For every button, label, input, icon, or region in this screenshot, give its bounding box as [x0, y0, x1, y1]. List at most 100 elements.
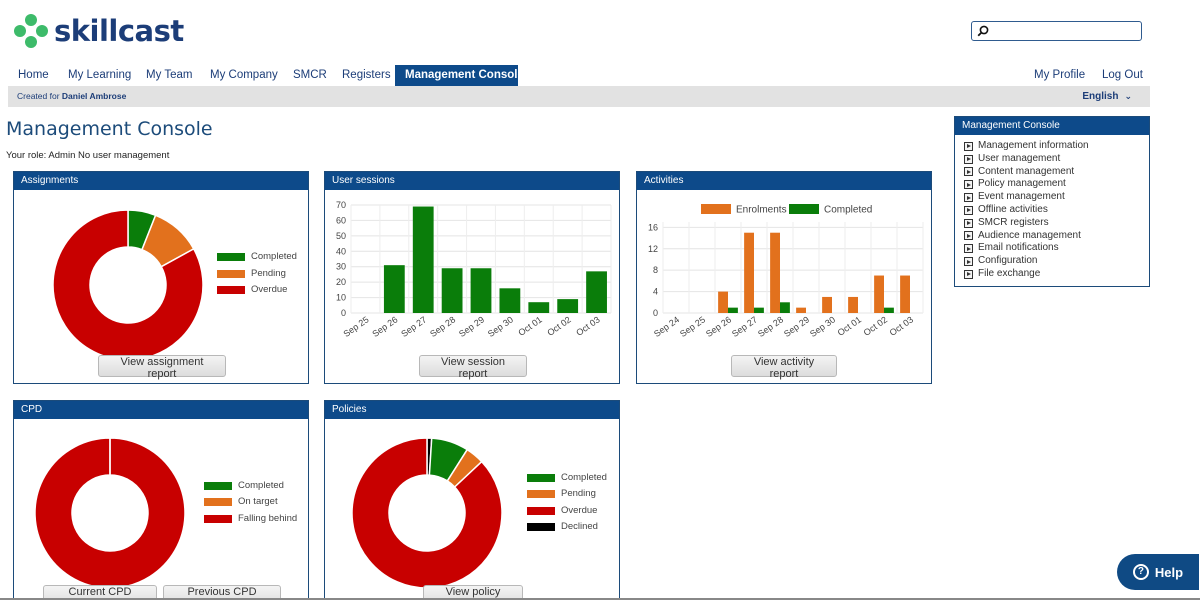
side-menu-item[interactable]: Policy management: [964, 178, 1149, 191]
legend-declined: Declined: [527, 521, 598, 532]
donut-slice-overdue: [52, 209, 204, 361]
arrow-bullet-icon: [964, 141, 973, 151]
nav-log-out[interactable]: Log Out: [1102, 69, 1143, 81]
bottom-divider: [0, 598, 1200, 600]
side-menu-item[interactable]: SMCR registers: [964, 217, 1149, 230]
previous-cpd-periods-button[interactable]: Previous CPD periods: [163, 585, 281, 600]
legend-label: Completed: [238, 480, 284, 491]
x-tick-label: Sep 29: [457, 314, 486, 339]
nav-my-company[interactable]: My Company: [210, 69, 278, 81]
y-tick-label: 16: [648, 222, 658, 232]
nav-my-team[interactable]: My Team: [146, 69, 193, 81]
x-tick-label: Sep 25: [678, 314, 707, 339]
side-menu-item-label: Email notifications: [978, 242, 1059, 254]
arrow-bullet-icon: [964, 205, 973, 215]
legend-overdue: Overdue: [527, 505, 597, 516]
legend-on-target: On target: [204, 496, 278, 507]
legend-swatch: [527, 473, 555, 482]
side-menu-item[interactable]: Content management: [964, 166, 1149, 179]
side-menu-item[interactable]: Management information: [964, 140, 1149, 153]
current-cpd-periods-button[interactable]: Current CPD periods: [43, 585, 157, 600]
view-assignment-report-button[interactable]: View assignment report: [98, 355, 226, 380]
bar-value: [528, 302, 550, 313]
x-tick-label: Sep 27: [730, 314, 759, 339]
nav-my-profile[interactable]: My Profile: [1034, 69, 1086, 81]
policies-panel: Policies Completed Pending Overdue Decli…: [324, 400, 620, 600]
donut-slice-overdue: [351, 437, 503, 589]
x-tick-label: Oct 01: [836, 314, 863, 337]
main-nav: Home My Learning My Team My Company SMCR…: [8, 65, 1150, 86]
policies-panel-title: Policies: [325, 401, 619, 419]
user-sessions-panel-title: User sessions: [325, 172, 619, 190]
side-menu-item[interactable]: Offline activities: [964, 204, 1149, 217]
side-menu-item-label: Event management: [978, 191, 1065, 203]
y-tick-label: 60: [336, 215, 346, 225]
legend-pending: Pending: [527, 488, 596, 499]
bar-completed: [780, 302, 790, 313]
side-menu-item[interactable]: User management: [964, 153, 1149, 166]
bar-enrolments: [900, 275, 910, 313]
search-input[interactable]: [992, 23, 1137, 39]
side-menu-item[interactable]: File exchange: [964, 268, 1149, 281]
legend-swatch: [204, 514, 232, 523]
bar-completed: [728, 307, 738, 313]
y-tick-label: 50: [336, 231, 346, 241]
policies-donut-chart: [351, 437, 503, 589]
help-button[interactable]: ? Help: [1117, 554, 1199, 590]
bar-value: [470, 268, 492, 313]
nav-registers[interactable]: Registers: [342, 69, 391, 81]
nav-smcr[interactable]: SMCR: [293, 69, 327, 81]
bar-value: [412, 206, 434, 313]
y-tick-label: 20: [336, 277, 346, 287]
legend-label: Overdue: [251, 284, 288, 295]
question-icon: ?: [1132, 564, 1149, 580]
arrow-bullet-icon: [964, 244, 973, 254]
help-label: Help: [1154, 564, 1184, 580]
management-console-side-menu: Management Console Management informatio…: [954, 116, 1150, 287]
logo-text: skillcast: [54, 14, 184, 48]
nav-management-console[interactable]: Management Console: [395, 65, 524, 86]
legend-swatch: [527, 522, 555, 531]
language-selector[interactable]: English ⌄: [1082, 86, 1132, 107]
nav-my-learning[interactable]: My Learning: [68, 69, 132, 81]
side-menu-item[interactable]: Audience management: [964, 230, 1149, 243]
y-tick-label: 12: [648, 244, 658, 254]
side-menu-item[interactable]: Event management: [964, 191, 1149, 204]
legend-swatch: [204, 497, 232, 506]
legend-swatch: [701, 204, 731, 214]
view-activity-report-button[interactable]: View activity report: [731, 355, 837, 380]
bar-value: [499, 288, 521, 313]
view-session-report-button[interactable]: View session report: [419, 355, 527, 380]
bar-enrolments: [770, 232, 780, 313]
x-tick-label: Sep 30: [486, 314, 515, 339]
legend-label: Declined: [561, 521, 598, 532]
activities-panel: Activities 0 4 8 12 16 Sep 24 Sep 25 Sep 26 Sep …: [636, 171, 932, 384]
created-for-label: Created for: [17, 91, 60, 101]
role-text: Your role: Admin No user management: [6, 150, 170, 161]
search-icon: [977, 25, 989, 37]
skillcast-logo[interactable]: skillcast: [14, 14, 184, 48]
side-menu-item[interactable]: Email notifications: [964, 242, 1149, 255]
user-sessions-panel: User sessions 0 10 20 30 40 50 60 70 Sep 25 Sep 2…: [324, 171, 620, 384]
cpd-donut-chart: [34, 437, 186, 589]
view-policy-report-button[interactable]: View policy report: [423, 585, 523, 600]
legend-swatch: [527, 489, 555, 498]
y-tick-label: 70: [336, 200, 346, 210]
x-tick-label: Sep 30: [808, 314, 837, 339]
x-tick-label: Sep 28: [756, 314, 785, 339]
created-for-user: Daniel Ambrose: [61, 91, 127, 101]
language-label: English: [1082, 91, 1119, 102]
nav-home[interactable]: Home: [18, 69, 49, 81]
created-for-bar: Created for Daniel Ambrose English ⌄: [8, 86, 1150, 107]
bar-value: [586, 271, 607, 313]
search-box[interactable]: [971, 21, 1142, 41]
side-menu-item-label: Offline activities: [978, 203, 1048, 215]
y-tick-label: 30: [336, 262, 346, 272]
side-menu-item[interactable]: Configuration: [964, 255, 1149, 268]
assignments-donut-chart: [52, 209, 204, 361]
legend-swatch: [217, 269, 245, 278]
x-tick-label: Oct 03: [888, 314, 915, 337]
legend-label: Enrolments: [736, 205, 787, 216]
y-tick-label: 8: [653, 265, 658, 275]
x-tick-label: Sep 28: [428, 314, 457, 339]
